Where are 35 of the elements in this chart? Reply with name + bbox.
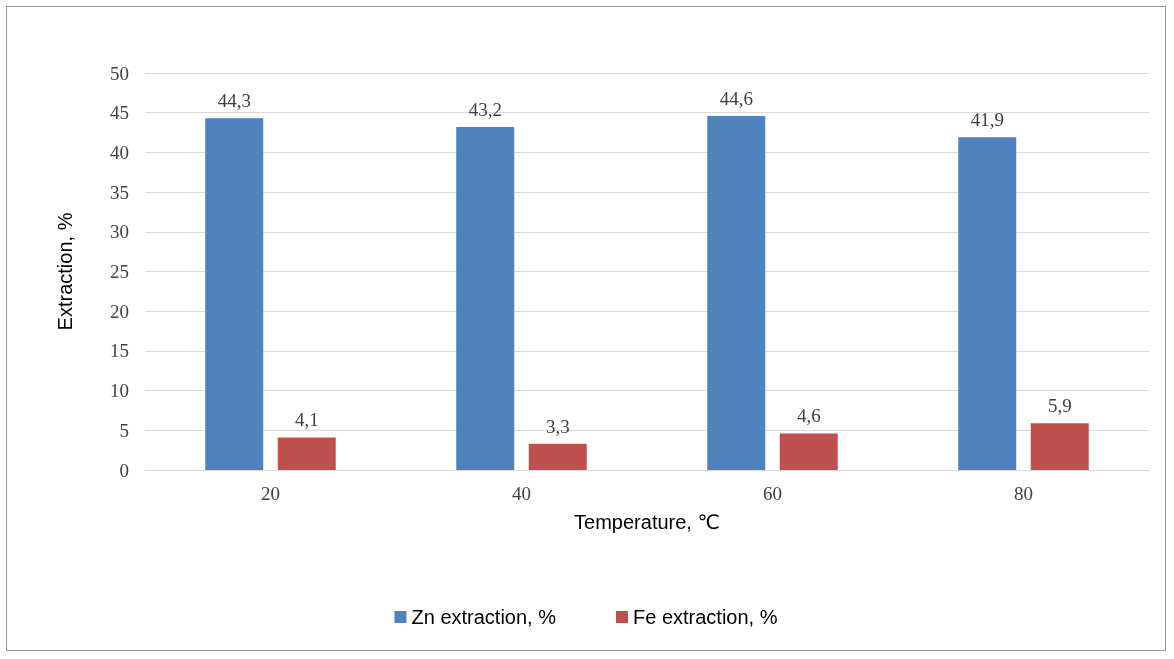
bar: [205, 118, 264, 470]
y-tick-label: 25: [110, 261, 129, 282]
y-tick-label: 5: [119, 419, 129, 441]
data-label: 4,1: [294, 409, 319, 431]
y-tick-label: 15: [110, 340, 129, 362]
y-tick-label: 35: [110, 181, 129, 203]
x-tick-label: 80: [1014, 483, 1033, 504]
data-label: 44,6: [719, 87, 753, 109]
data-label: 4,6: [796, 405, 821, 427]
y-tick-label: 45: [110, 102, 129, 124]
y-tick-label: 30: [110, 221, 129, 243]
data-label: 44,3: [217, 90, 251, 112]
bar: [277, 437, 336, 470]
y-tick-label: 10: [110, 380, 129, 402]
y-tick-label: 20: [110, 300, 129, 322]
data-label: 41,9: [970, 109, 1004, 131]
bar: [528, 443, 587, 470]
y-tick-label: 0: [119, 459, 129, 481]
bar: [958, 137, 1017, 470]
y-tick-label: 40: [110, 141, 129, 163]
x-axis-title: Temperature, ℃: [574, 511, 720, 533]
data-label: 5,9: [1047, 395, 1072, 417]
x-tick-label: 40: [512, 483, 531, 504]
legend-label: Zn extraction, %: [411, 606, 557, 628]
data-label: 43,2: [468, 98, 502, 120]
y-axis-title: Extraction, %: [54, 212, 76, 331]
legend-label: Fe extraction, %: [633, 606, 778, 628]
bar: [779, 433, 838, 470]
x-tick-label: 20: [261, 483, 280, 504]
bar: [707, 115, 766, 470]
data-label: 3,3: [545, 415, 570, 437]
bar: [1030, 423, 1089, 470]
y-tick-label: 50: [110, 62, 129, 84]
bar: [456, 126, 515, 470]
x-tick-label: 60: [763, 483, 782, 504]
